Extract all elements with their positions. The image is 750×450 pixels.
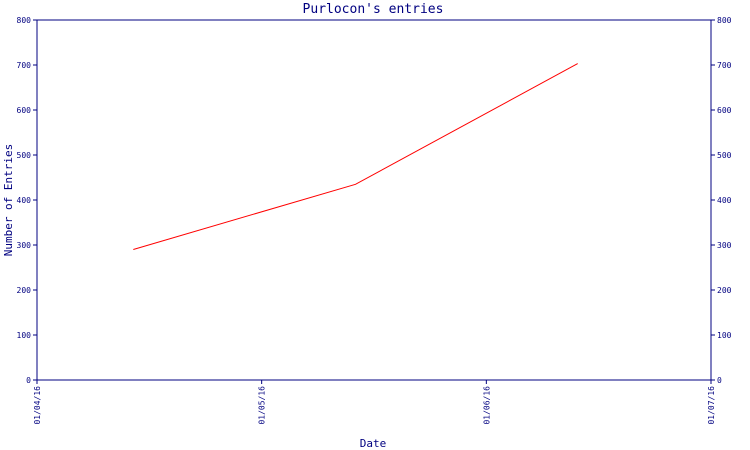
y-tick-label-right: 100 <box>717 331 732 340</box>
y-tick-label-right: 200 <box>717 286 732 295</box>
y-tick-label-right: 700 <box>717 61 732 70</box>
series <box>133 63 578 250</box>
y-tick-label-left: 700 <box>17 61 32 70</box>
x-axis-label: Date <box>360 437 387 450</box>
y-tick-label-left: 200 <box>17 286 32 295</box>
x-tick-label: 01/06/16 <box>482 386 491 425</box>
y-tick-label-right: 0 <box>717 376 722 385</box>
x-tick-label: 01/04/16 <box>33 386 42 425</box>
y-tick-label-left: 100 <box>17 331 32 340</box>
y-tick-label-left: 0 <box>26 376 31 385</box>
y-tick-label-left: 500 <box>17 151 32 160</box>
series-line <box>133 63 578 250</box>
y-tick-label-right: 800 <box>717 16 732 25</box>
x-tick-label: 01/05/16 <box>258 386 267 425</box>
y-tick-label-right: 500 <box>717 151 732 160</box>
y-tick-label-right: 400 <box>717 196 732 205</box>
axes <box>36 19 712 381</box>
chart-title: Purlocon's entries <box>303 2 444 17</box>
y-tick-label-right: 300 <box>717 241 732 250</box>
y-tick-label-left: 300 <box>17 241 32 250</box>
plot-frame <box>36 19 712 381</box>
y-tick-label-right: 600 <box>717 106 732 115</box>
y-tick-label-left: 800 <box>17 16 32 25</box>
x-tick-label: 01/07/16 <box>707 386 716 425</box>
ticks: 0 0 100 100 200 200 300 300 400 400 500 500 600 600 70… <box>17 16 732 425</box>
y-tick-label-left: 600 <box>17 106 32 115</box>
y-tick-label-left: 400 <box>17 196 32 205</box>
y-axis-label: Number of Entries <box>2 144 15 257</box>
